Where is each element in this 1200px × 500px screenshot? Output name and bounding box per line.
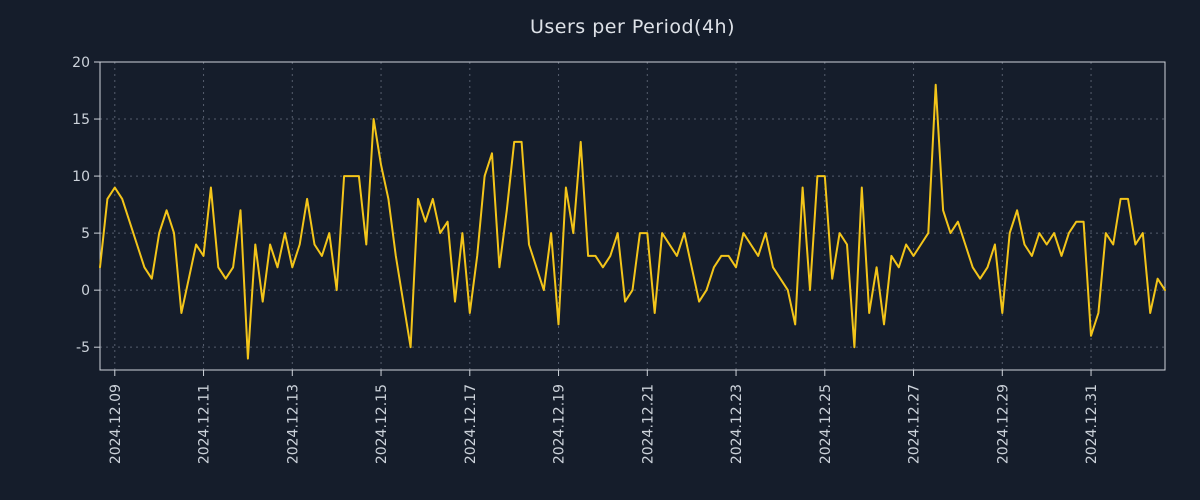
y-axis-labels: -5 0 5 10 15 20 (72, 55, 90, 356)
x-axis-labels: 2024.12.09 2024.12.11 2024.12.13 2024.12.15… (108, 384, 1100, 464)
y-tick-label: -5 (76, 340, 90, 356)
x-tick-label: 2024.12.11 (197, 384, 213, 464)
x-tick-label: 2024.12.31 (1084, 384, 1100, 464)
x-tick-label: 2024.12.19 (552, 384, 568, 464)
x-tick-label: 2024.12.17 (463, 384, 479, 464)
x-tick-label: 2024.12.15 (374, 384, 390, 464)
axes (94, 61, 1166, 376)
y-tick-label: 10 (72, 169, 90, 185)
x-tick-label: 2024.12.21 (640, 384, 656, 464)
gridlines (100, 61, 1165, 370)
y-tick-label: 0 (81, 283, 90, 299)
y-tick-label: 15 (72, 112, 90, 128)
x-tick-label: 2024.12.13 (285, 384, 301, 464)
y-tick-label: 20 (72, 55, 90, 71)
x-tick-label: 2024.12.09 (108, 384, 124, 464)
x-tick-label: 2024.12.29 (995, 384, 1011, 464)
y-tick-label: 5 (81, 226, 90, 242)
plot-border (99, 61, 1166, 371)
chart-title: Users per Period(4h) (529, 16, 736, 38)
series-line (99, 83, 1166, 360)
x-tick-label: 2024.12.27 (907, 384, 923, 464)
x-tick-label: 2024.12.23 (729, 384, 745, 464)
x-tick-label: 2024.12.25 (818, 384, 834, 464)
